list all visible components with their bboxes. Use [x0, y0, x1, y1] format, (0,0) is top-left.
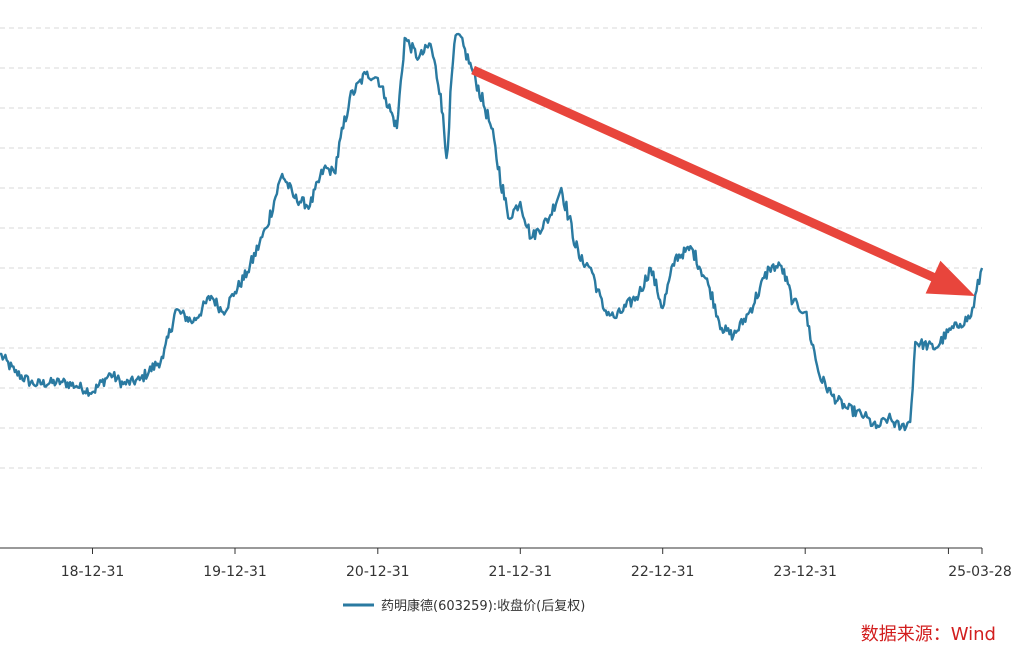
- x-tick-label: 18-12-31: [61, 564, 125, 580]
- data-source-note: 数据来源：Wind: [860, 624, 996, 645]
- legend: 药明康德(603259):收盘价(后复权): [343, 598, 585, 614]
- series-line: [0, 32, 984, 432]
- downtrend-arrow: [471, 65, 975, 297]
- x-tick-label: 22-12-31: [631, 564, 695, 580]
- x-tick-label: 20-12-31: [346, 564, 410, 580]
- x-axis-ticks: 18-12-31 19-12-31 20-12-31 21-12-31 22-12-31…: [61, 548, 1012, 580]
- arrow-shape: [471, 65, 975, 297]
- x-tick-label: 19-12-31: [203, 564, 267, 580]
- x-tick-label: 23-12-31: [773, 564, 837, 580]
- legend-label: 药明康德(603259):收盘价(后复权): [381, 598, 585, 614]
- x-tick-label: 21-12-31: [489, 564, 553, 580]
- x-tick-label: 25-03-28: [948, 564, 1012, 580]
